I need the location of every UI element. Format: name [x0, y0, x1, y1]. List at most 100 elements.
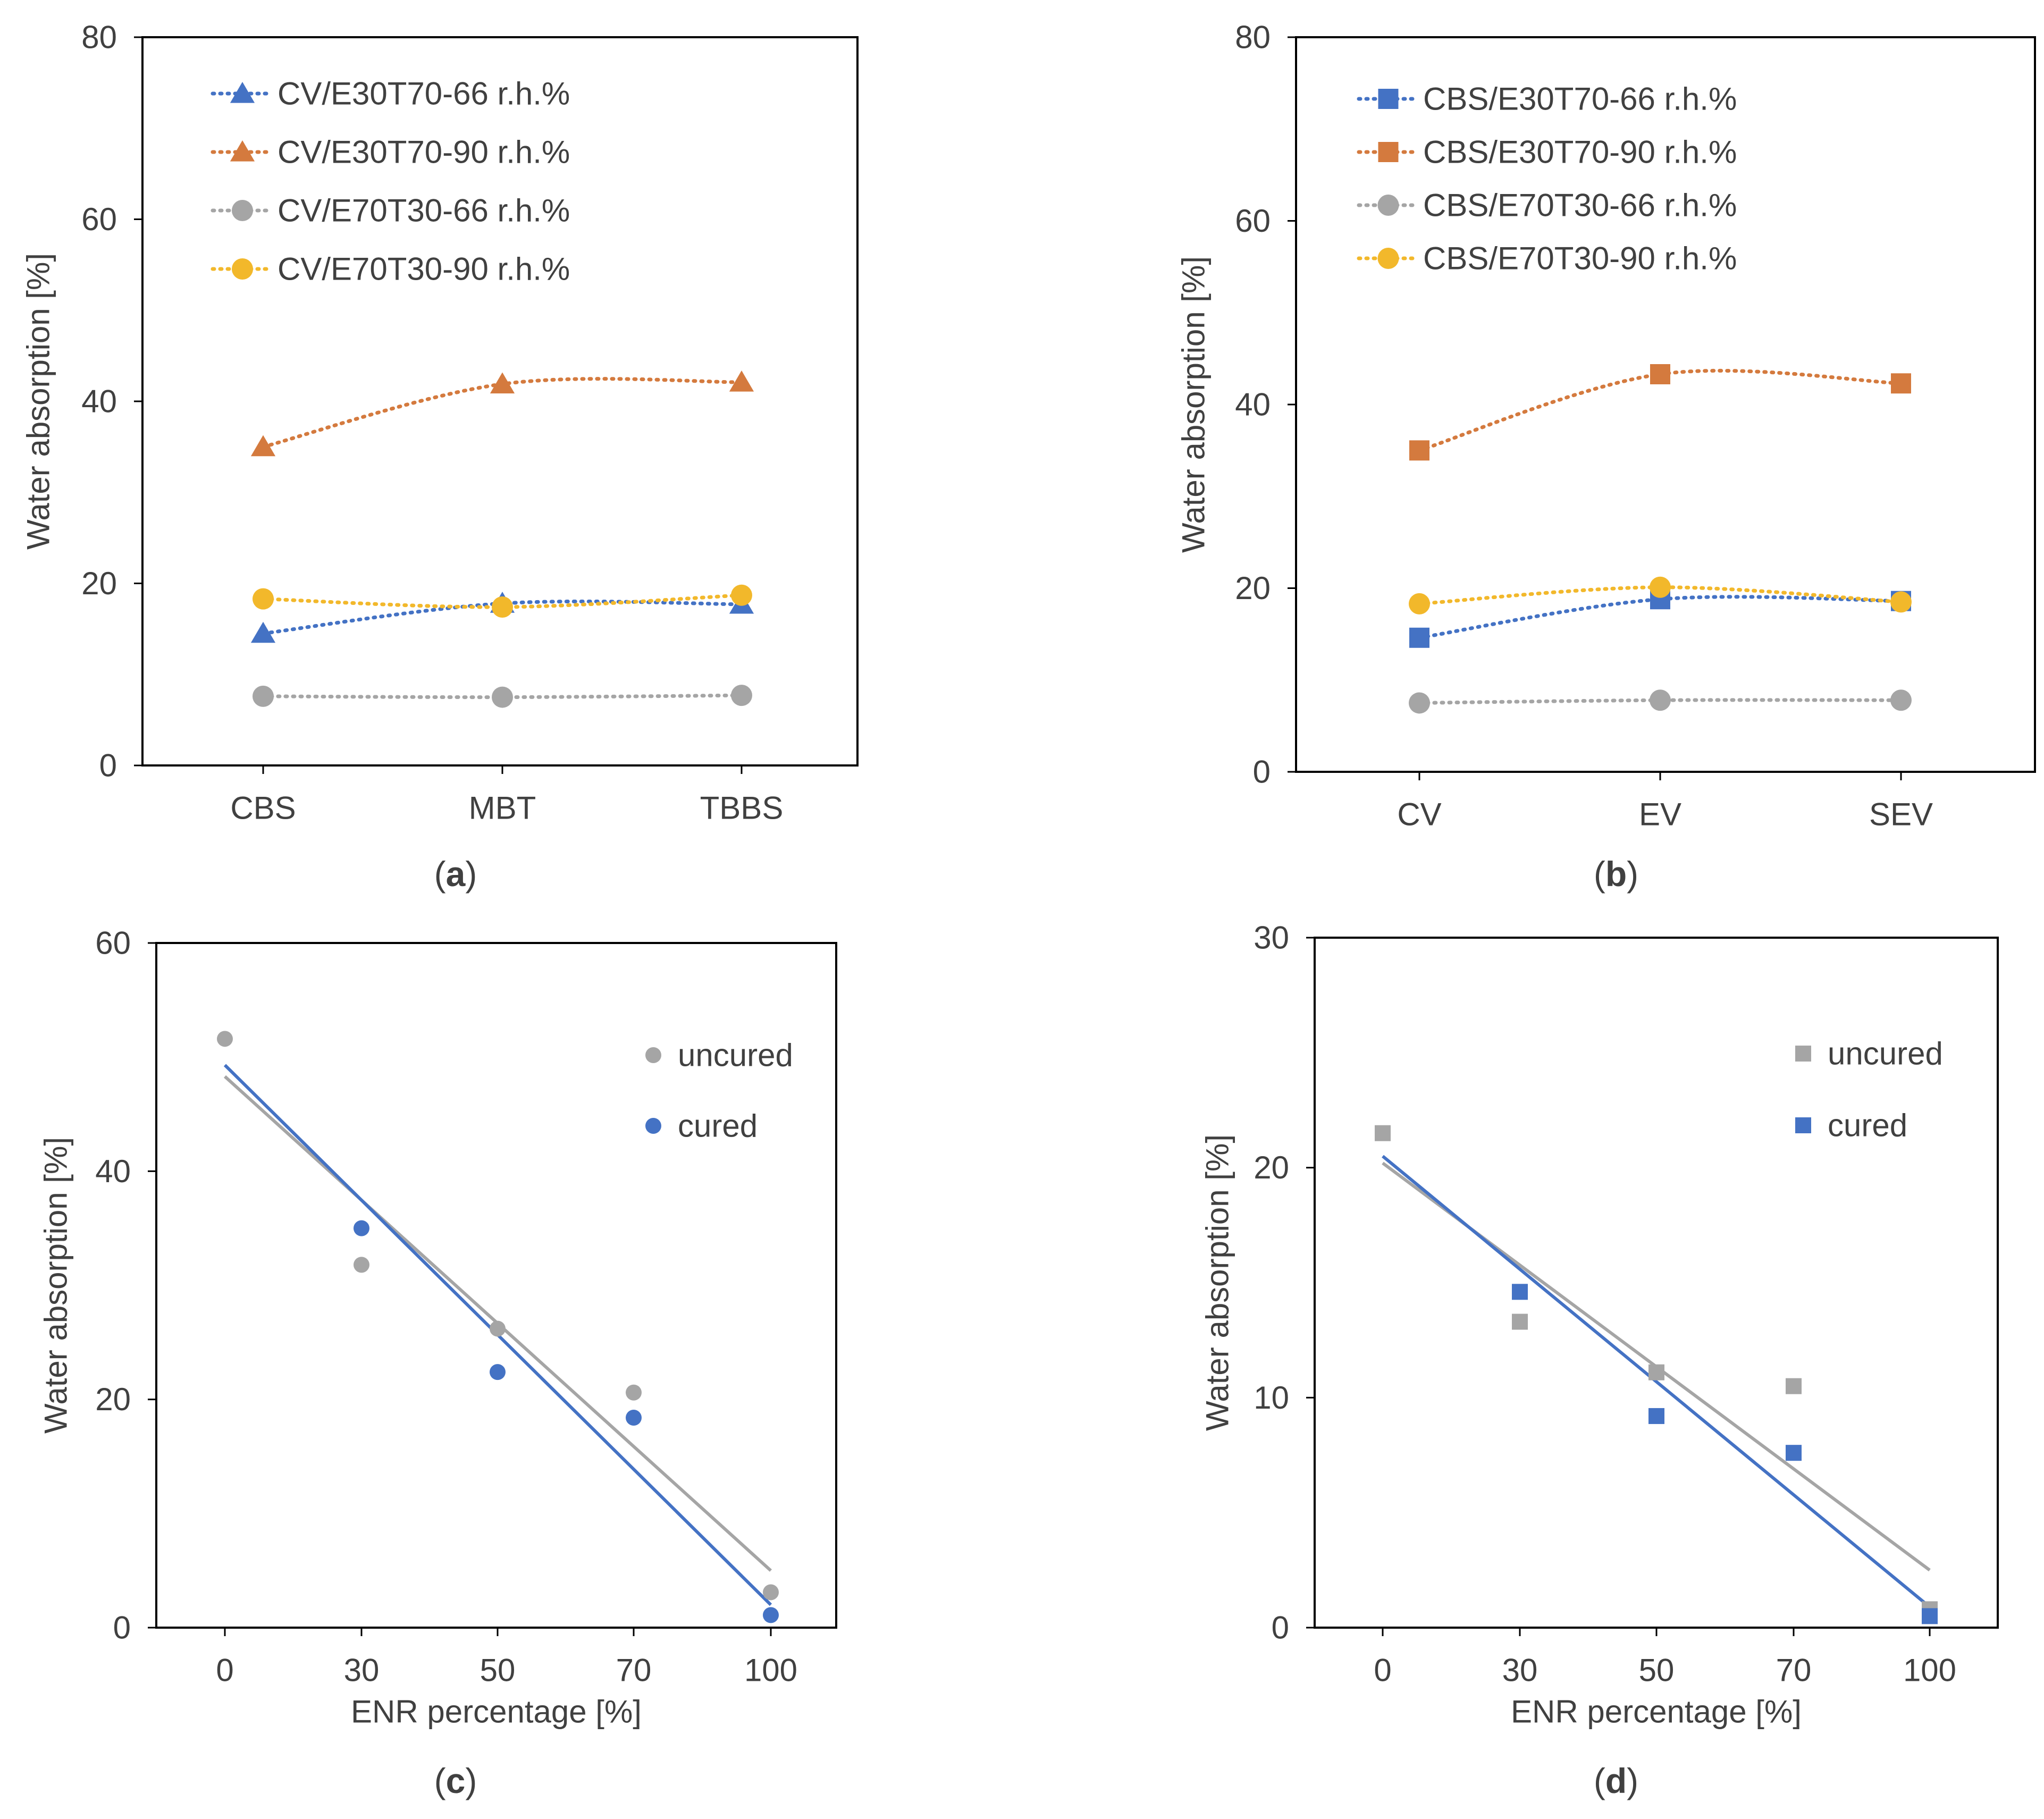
- y-tick-label: 0: [99, 748, 117, 784]
- legend-label: CV/E30T70-90 r.h.%: [277, 134, 570, 170]
- chart-panel-a: 0 20 40 60 80 CBS MBT TBBS Water absorption [%] (…: [21, 20, 859, 894]
- y-tick-label: 0: [113, 1610, 131, 1646]
- data-point-2-2: [731, 685, 752, 706]
- data-point-1-3: [1786, 1445, 1802, 1461]
- y-axis-label: Water absorption [%]: [38, 1137, 74, 1434]
- data-point-2-0: [253, 685, 274, 707]
- data-point-0-0: [250, 621, 276, 643]
- x-tick-label: EV: [1639, 797, 1681, 832]
- legend-label: CBS/E30T70-66 r.h.%: [1423, 81, 1737, 117]
- data-point-0-1: [354, 1257, 369, 1273]
- data-point-1-4: [763, 1607, 779, 1623]
- data-point-3-0: [1409, 593, 1430, 614]
- data-point-2-1: [1650, 689, 1671, 711]
- panel-label: a: [446, 854, 466, 894]
- legend-label: cured: [678, 1108, 758, 1144]
- legend-marker: [232, 258, 253, 280]
- y-tick-label: 60: [1235, 203, 1271, 239]
- legend-label: CV/E70T30-66 r.h.%: [277, 193, 570, 229]
- data-point-2-0: [1409, 692, 1430, 714]
- x-tick-label: MBT: [469, 790, 536, 826]
- legend-marker: [1377, 195, 1399, 216]
- data-point-1-0: [1409, 440, 1429, 461]
- panel-label: d: [1605, 1761, 1627, 1800]
- legend-marker: [230, 140, 255, 162]
- legend-label: uncured: [1828, 1036, 1943, 1072]
- panel-label: b: [1605, 854, 1627, 894]
- x-axis-label: ENR percentage [%]: [351, 1694, 642, 1730]
- panel-caption: (b): [1594, 854, 1638, 894]
- panel-label: c: [446, 1761, 466, 1800]
- x-tick-label: SEV: [1869, 797, 1933, 832]
- legend-marker: [1378, 89, 1399, 109]
- x-tick-label: 70: [616, 1653, 652, 1688]
- panel-caption: (c): [434, 1761, 477, 1800]
- data-point-1-4: [1922, 1608, 1938, 1624]
- data-point-3-2: [1890, 591, 1912, 613]
- y-tick-label: 0: [1253, 754, 1271, 790]
- x-tick-label: CBS: [230, 790, 296, 826]
- panel-caption: (d): [1594, 1761, 1638, 1800]
- y-tick-label: 20: [95, 1382, 131, 1417]
- y-tick-label: 10: [1254, 1380, 1289, 1416]
- data-point-1-2: [490, 1364, 506, 1380]
- legend-marker: [645, 1118, 661, 1134]
- y-tick-label: 80: [81, 20, 117, 55]
- legend-marker: [232, 200, 253, 221]
- x-tick-label: 50: [1639, 1653, 1675, 1688]
- data-point-0-0: [1409, 627, 1429, 648]
- x-tick-label: 0: [216, 1653, 233, 1688]
- legend-marker: [645, 1047, 661, 1063]
- data-point-2-1: [492, 686, 513, 708]
- plot-frame: [155, 942, 837, 1629]
- panel-caption: (a): [434, 854, 477, 894]
- legend-label: cured: [1828, 1108, 1907, 1143]
- x-tick-label: 30: [1502, 1653, 1538, 1688]
- x-tick-label: 30: [344, 1653, 380, 1688]
- data-point-0-2: [490, 1320, 506, 1337]
- data-point-0-3: [1786, 1378, 1802, 1394]
- data-point-0-2: [1648, 1364, 1664, 1380]
- legend-marker: [1378, 142, 1399, 162]
- chart-panel-b: 0 20 40 60 80 CV EV SEV Water absorption [%] (b) C…: [1176, 20, 2036, 894]
- trendline-1: [1382, 1155, 1931, 1609]
- y-tick-label: 40: [81, 384, 117, 419]
- legend-marker: [230, 82, 255, 103]
- x-tick-label: 0: [1374, 1653, 1391, 1688]
- x-axis-label: ENR percentage [%]: [1511, 1694, 1802, 1730]
- data-point-0-0: [1375, 1125, 1391, 1141]
- data-point-3-1: [1650, 576, 1671, 598]
- x-tick-label: 70: [1776, 1653, 1812, 1688]
- x-tick-label: 100: [744, 1653, 797, 1688]
- legend-label: CV/E70T30-90 r.h.%: [277, 251, 570, 287]
- data-point-1-0: [250, 435, 276, 457]
- chart-panel-c: 0 20 40 60 0 30 50 70 100 Water absorption [%] ENR…: [38, 925, 837, 1800]
- data-point-0-3: [626, 1384, 642, 1401]
- data-point-0-1: [1512, 1313, 1528, 1330]
- y-tick-label: 20: [1254, 1150, 1289, 1185]
- x-tick-label: 50: [480, 1653, 516, 1688]
- chart-panel-d: 0 10 20 30 0 30 50 70 100 Water absorption [%] ENR…: [1200, 920, 1999, 1800]
- data-point-1-2: [1891, 373, 1911, 394]
- y-tick-label: 0: [1272, 1610, 1289, 1646]
- y-tick-label: 60: [95, 925, 131, 961]
- data-point-3-1: [492, 596, 513, 618]
- x-tick-label: TBBS: [700, 790, 784, 826]
- data-point-1-1: [354, 1220, 369, 1236]
- data-point-1-3: [626, 1410, 642, 1426]
- data-point-3-2: [731, 584, 752, 606]
- legend-label: CBS/E70T30-90 r.h.%: [1423, 241, 1737, 276]
- y-tick-label: 40: [95, 1153, 131, 1189]
- x-tick-label: CV: [1397, 797, 1441, 832]
- data-point-1-1: [1650, 364, 1670, 384]
- y-axis-label: Water absorption [%]: [1200, 1134, 1235, 1431]
- y-tick-label: 20: [1235, 570, 1271, 606]
- data-point-1-2: [729, 370, 754, 392]
- y-tick-label: 60: [81, 201, 117, 237]
- data-point-1-1: [490, 372, 515, 394]
- data-point-3-0: [253, 588, 274, 610]
- legend-marker: [1377, 248, 1399, 269]
- y-tick-label: 20: [81, 566, 117, 601]
- legend-label: CBS/E30T70-90 r.h.%: [1423, 134, 1737, 170]
- y-axis-label: Water absorption [%]: [1176, 256, 1212, 553]
